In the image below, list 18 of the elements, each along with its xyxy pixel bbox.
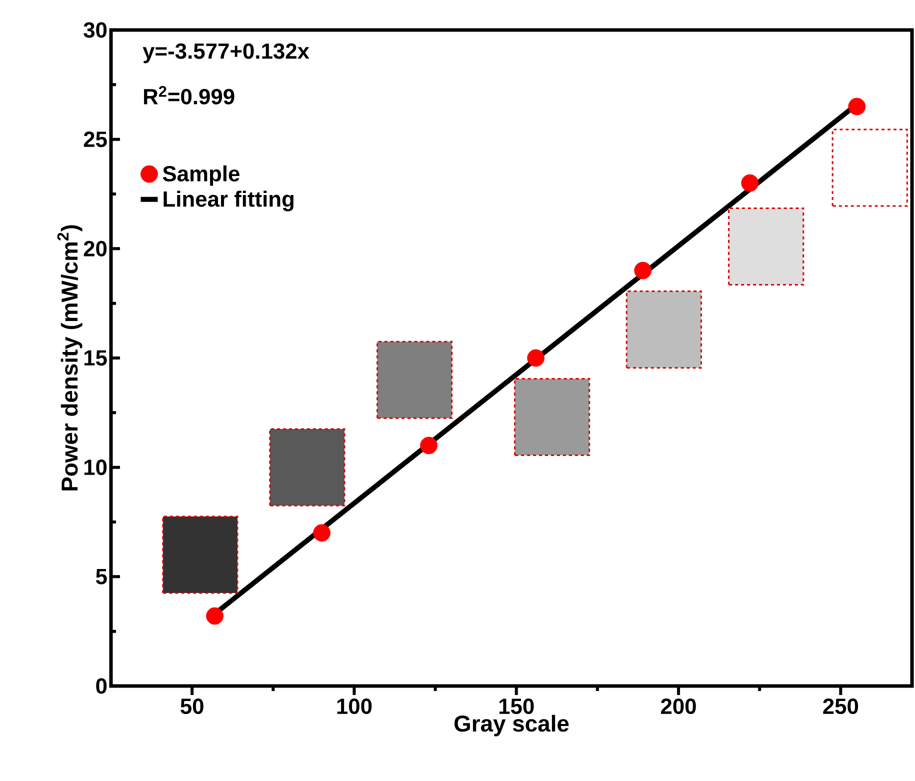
y-tick-label: 25: [84, 132, 107, 148]
legend-label: Linear fitting: [164, 190, 294, 212]
annotation: y=-3.577+0.132x: [142, 43, 310, 64]
annotation: R$^{2}$=0.999: [144, 86, 234, 104]
y-tick-label: 5: [96, 569, 107, 584]
x-tick-label: 50: [180, 698, 204, 714]
x-axis-title: Gray scale: [454, 714, 569, 736]
y-tick-label: 0: [96, 678, 107, 694]
legend-label: Sample: [162, 165, 240, 186]
y-tick-label: 20: [84, 240, 107, 256]
y-tick-label: 15: [84, 350, 107, 366]
y-tick-label: 30: [84, 22, 107, 38]
x-tick-label: 150: [499, 698, 534, 714]
x-tick-label: 100: [337, 698, 372, 714]
y-tick-label: 10: [84, 460, 107, 476]
x-tick-label: 200: [661, 698, 696, 714]
x-tick-label: 250: [823, 698, 858, 714]
y-axis-title: Power density (mW/cm$^{2}$): [57, 225, 82, 490]
